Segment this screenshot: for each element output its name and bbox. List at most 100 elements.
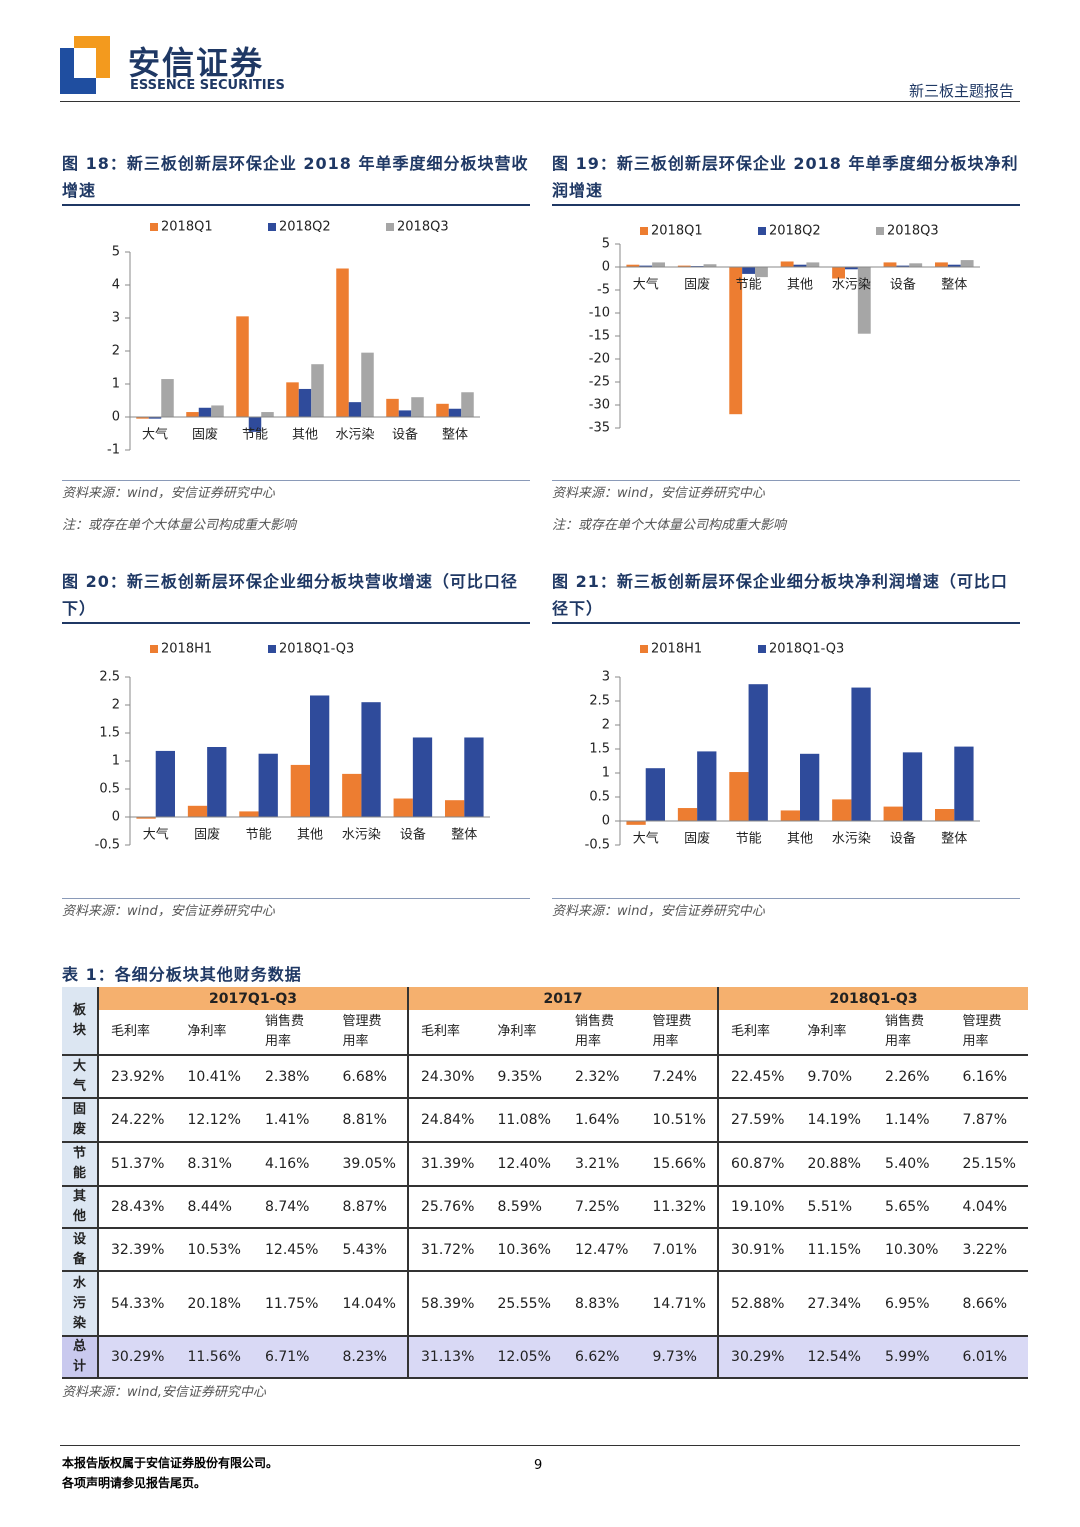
chart-title: 图 21：新三板创新层环保企业细分板块净利润增速（可比口径下） [552, 572, 1008, 618]
bar [626, 264, 640, 267]
source-rule [62, 898, 530, 899]
bar [703, 264, 717, 267]
table-cell: 39.05% [330, 1142, 409, 1187]
y-tick-label: 4 [112, 278, 120, 293]
bar [845, 267, 858, 270]
y-tick-label: 1 [112, 377, 120, 392]
bar [832, 799, 852, 821]
bar [386, 398, 399, 417]
company: 安信证券 [128, 44, 265, 82]
table-cell: 15.66% [640, 1142, 720, 1187]
bar [310, 695, 330, 817]
row-name: 节能 [62, 1142, 99, 1187]
table-cell: 25.55% [485, 1271, 563, 1337]
title-rule [552, 622, 1020, 624]
table-cell: 8.87% [330, 1186, 409, 1229]
column-cell: 毛利率 [408, 1010, 486, 1056]
group-cell: 2018Q1-Q3 [829, 990, 918, 1007]
table-cell: 5.65% [873, 1186, 951, 1229]
bar [832, 267, 845, 279]
page-number: 9 [534, 1458, 543, 1473]
copyright: 本报告版权属于安信证券股份有限公司。 [62, 1456, 279, 1470]
bar [155, 750, 175, 817]
table-cell: 24.22% [98, 1098, 176, 1143]
bar [960, 260, 974, 267]
x-tick-label: 节能 [736, 832, 762, 847]
bar [909, 263, 923, 267]
y-tick-label: 5 [112, 245, 120, 260]
x-tick-label: 节能 [246, 828, 272, 843]
table-cell: 8.66% [950, 1271, 1029, 1337]
disclaimer: 各项声明请参见报告尾页。 [62, 1476, 207, 1490]
legend-swatch [758, 645, 766, 653]
y-tick-label: 3 [602, 670, 610, 685]
chart: -35 -30 -25 -20 -15 -10 -5 0 5 2018Q1 2018Q2 2018Q3… [589, 224, 980, 436]
x-tick-label: 固废 [684, 831, 710, 847]
bar [361, 352, 374, 417]
table-cell: 7.87% [950, 1098, 1029, 1143]
bar [342, 773, 362, 817]
bar [290, 764, 310, 817]
chart-title: 图 18：新三板创新层环保企业 2018 年单季度细分板块营收增速 [62, 154, 529, 200]
column-cell: 净利率 [485, 1010, 563, 1056]
table-cell: 8.44% [175, 1186, 253, 1229]
legend-swatch [386, 223, 394, 231]
bar [136, 817, 156, 819]
column-cell: 净利率 [175, 1010, 253, 1056]
x-tick-label: 大气 [143, 827, 169, 843]
x-tick-label: 设备 [890, 831, 916, 847]
y-tick-label: 2.5 [589, 694, 610, 709]
chart: -0.5 0 0.5 1 1.5 2 2.5 3 2018H1 2018Q1-Q3 大气 固废 节能 其他… [585, 642, 980, 853]
legend-swatch [268, 223, 276, 231]
bar [793, 264, 807, 267]
table-cell: 11.15% [795, 1228, 874, 1272]
y-tick-label: 0.5 [99, 782, 120, 797]
chart-note: 注：或存在单个大体量公司构成重大影响 [552, 518, 787, 533]
column-cell: 销售费用率 [873, 1010, 951, 1056]
y-tick-label: -35 [589, 421, 610, 436]
legend-label: 2018Q3 [887, 224, 939, 239]
legend-swatch [640, 645, 648, 653]
x-tick-label: 设备 [400, 827, 426, 843]
y-tick-label: 2 [112, 344, 120, 359]
table-row: 固废 24.22% 12.12% 1.41% 8.81% 24.84% 11.08% 1.64… [62, 1098, 1029, 1143]
row-name: 固废 [62, 1098, 99, 1143]
legend-label: 2018Q3 [397, 220, 449, 235]
bar [935, 262, 948, 267]
table-title: 表 1：各细分板块其他财务数据 [62, 965, 302, 984]
table-cell: 27.34% [795, 1271, 874, 1337]
bar [780, 261, 794, 267]
bar [186, 412, 199, 417]
bar [883, 806, 903, 821]
table-cell: 24.30% [408, 1055, 486, 1099]
table-cell: 12.40% [485, 1142, 563, 1187]
row-name: 水污染 [62, 1271, 99, 1337]
bar [261, 412, 274, 417]
column-cell: 管理费用率 [330, 1010, 409, 1056]
group-row: 板块 2017Q1-Q3 2017 2018Q1-Q3 [62, 987, 1029, 1056]
data-table: 板块 2017Q1-Q3 2017 2018Q1-Q3 毛利率 净利率 销售费用率 管理费用率… [62, 987, 1029, 1379]
table-cell: 14.19% [795, 1098, 874, 1143]
y-tick-label: 1.5 [99, 726, 120, 741]
title-rule [62, 204, 530, 206]
table-source: 资料来源：wind,安信证券研究中心 [62, 1385, 266, 1400]
column-cell: 毛利率 [718, 1010, 796, 1056]
table-cell: 10.41% [175, 1055, 253, 1099]
source-rule [62, 480, 530, 481]
legend-label: 2018Q2 [769, 224, 821, 239]
table-cell: 12.47% [563, 1228, 641, 1272]
bar [639, 265, 653, 267]
table-wrap: 板块 2017Q1-Q3 2017 2018Q1-Q3 毛利率 净利率 销售费用率 管理费用率… [62, 987, 1029, 1379]
bar [626, 821, 646, 825]
table-cell: 2.32% [563, 1055, 641, 1099]
table-cell: 2.26% [873, 1055, 951, 1099]
x-tick-label: 节能 [242, 428, 268, 443]
table-cell: 1.64% [563, 1098, 641, 1143]
legend-label: 2018Q1-Q3 [279, 642, 354, 657]
chart-title: 图 19：新三板创新层环保企业 2018 年单季度细分板块净利润增速 [552, 154, 1019, 200]
bar [742, 267, 755, 274]
table-cell: 1.14% [873, 1098, 951, 1143]
row-name: 设备 [62, 1228, 99, 1272]
table-row: 总计 30.29% 11.56% 6.71% 8.23% 31.13% 12.05% 6.62… [62, 1336, 1029, 1379]
title-rule [552, 204, 1020, 206]
